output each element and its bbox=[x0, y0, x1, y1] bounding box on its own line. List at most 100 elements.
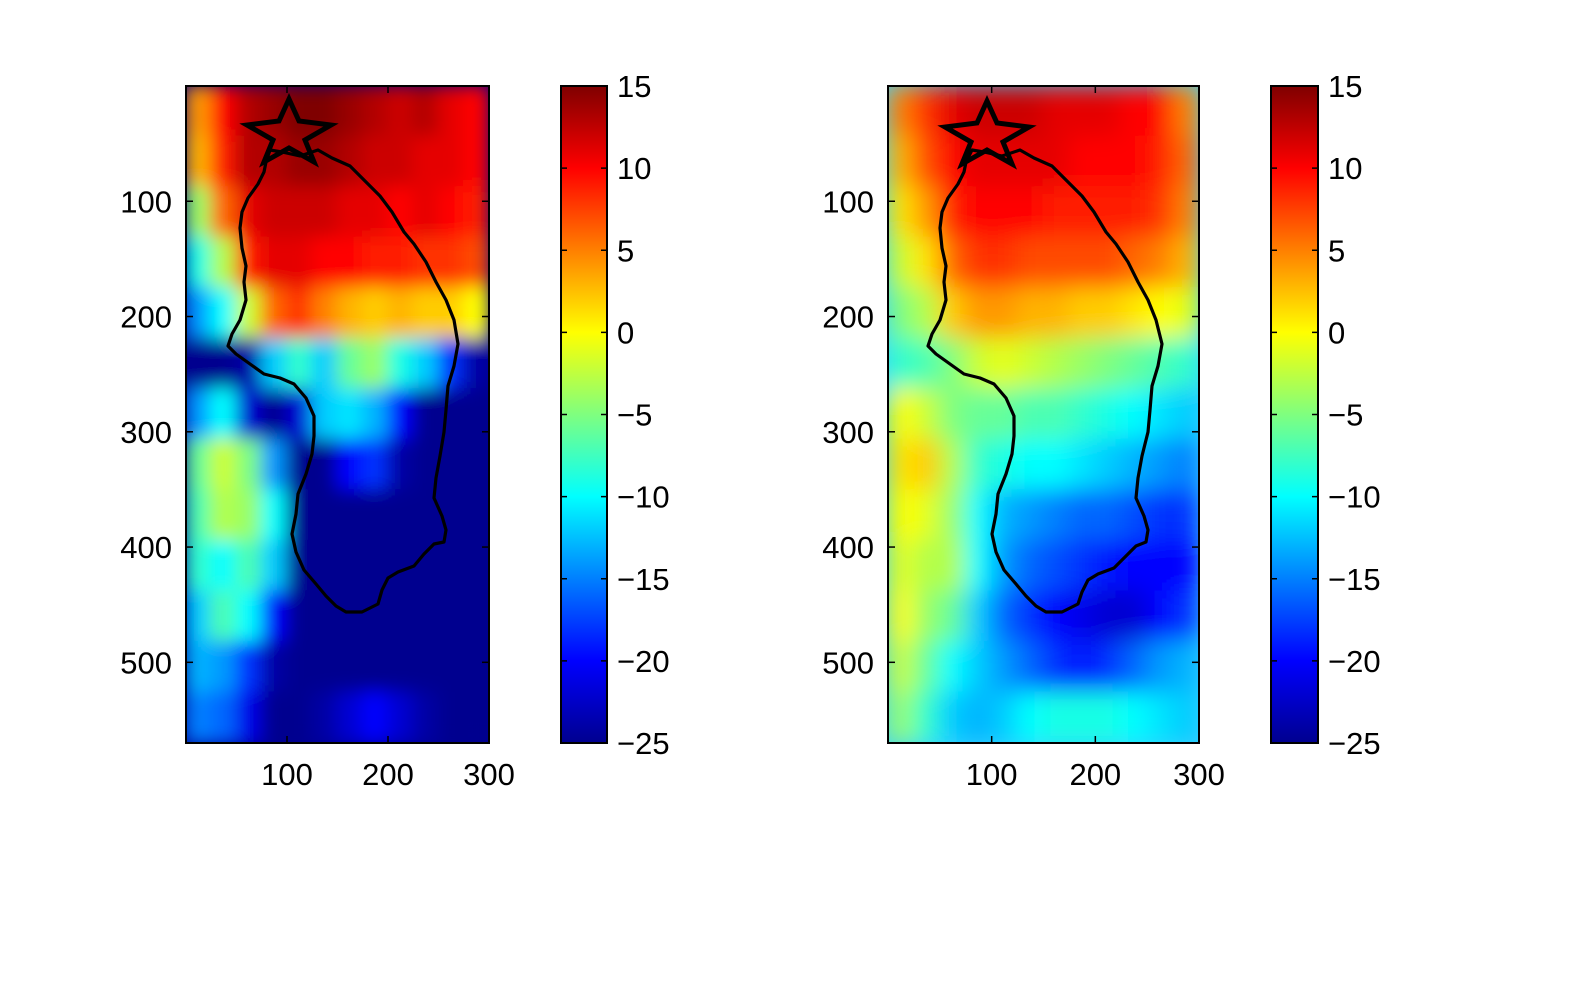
heatmap-cell bbox=[361, 236, 389, 290]
right-colorbar-tick-labels: 15 10 5 0 −5 −10 −15 −20 −25 bbox=[1328, 69, 1381, 761]
heatmap-cell bbox=[888, 590, 915, 643]
heatmap-cell bbox=[1016, 489, 1045, 542]
heatmap-cell bbox=[361, 388, 389, 441]
heatmap-cell bbox=[938, 539, 967, 593]
heatmap-cell bbox=[1146, 539, 1175, 593]
heatmap-cell bbox=[990, 640, 1019, 694]
heatmap-cell bbox=[1068, 236, 1097, 290]
heatmap-cell bbox=[186, 539, 213, 593]
heatmap-cell bbox=[1120, 135, 1149, 189]
right-heatmap bbox=[888, 86, 1199, 743]
left-axes-frame bbox=[185, 85, 490, 744]
heatmap-cell bbox=[1068, 489, 1097, 542]
heatmap-cell bbox=[437, 691, 465, 743]
heatmap-cell bbox=[235, 640, 263, 694]
heatmap-cell bbox=[888, 539, 915, 593]
heatmap-cell bbox=[1042, 691, 1071, 743]
heatmap-cell bbox=[1068, 337, 1097, 391]
heatmap-cell bbox=[412, 539, 440, 593]
heatmap-cell bbox=[361, 337, 389, 391]
heatmap-cell bbox=[1172, 337, 1199, 391]
right-colorbar bbox=[1270, 85, 1319, 744]
heatmap-cell bbox=[912, 287, 941, 340]
heatmap-cell bbox=[1172, 590, 1199, 643]
heatmap-cell bbox=[888, 186, 915, 239]
heatmap-cell bbox=[1094, 287, 1123, 340]
heatmap-cell bbox=[412, 640, 440, 694]
heatmap-cell bbox=[1172, 489, 1199, 542]
heatmap-cell bbox=[412, 135, 440, 189]
colorbar-tick-label: 5 bbox=[1328, 233, 1345, 268]
heatmap-cell bbox=[1016, 539, 1045, 593]
heatmap-cell bbox=[336, 86, 364, 138]
heatmap-cell bbox=[1094, 186, 1123, 239]
heatmap-cell bbox=[938, 489, 967, 542]
left-heatmap bbox=[186, 86, 489, 743]
heatmap-cell bbox=[1094, 388, 1123, 441]
heatmap-cell bbox=[1172, 287, 1199, 340]
heatmap-cell bbox=[311, 186, 339, 239]
heatmap-cell bbox=[1042, 86, 1071, 138]
heatmap-cell bbox=[311, 388, 339, 441]
left-axis-tick-labels: 100 200 300 100 200 300 400 500 bbox=[120, 184, 515, 792]
heatmap-cell bbox=[210, 489, 238, 542]
heatmap-cell bbox=[912, 186, 941, 239]
right-axes-frame bbox=[887, 85, 1200, 744]
heatmap-cell bbox=[912, 236, 941, 290]
heatmap-cell bbox=[1016, 691, 1045, 743]
heatmap-cell bbox=[210, 186, 238, 239]
heatmap-cell bbox=[912, 135, 941, 189]
heatmap-cell bbox=[1120, 86, 1149, 138]
heatmap-cell bbox=[235, 388, 263, 441]
heatmap-cell bbox=[260, 287, 288, 340]
heatmap-cell bbox=[387, 438, 415, 492]
heatmap-cell bbox=[1042, 388, 1071, 441]
heatmap-cell bbox=[1172, 438, 1199, 492]
heatmap-cell bbox=[1016, 337, 1045, 391]
colorbar-tick-label: −15 bbox=[617, 562, 670, 597]
heatmap-cell bbox=[361, 691, 389, 743]
y-tick-label: 400 bbox=[120, 530, 172, 565]
heatmap-cell bbox=[210, 135, 238, 189]
heatmap-cell bbox=[990, 337, 1019, 391]
heatmap-cell bbox=[912, 86, 941, 138]
heatmap-cell bbox=[260, 337, 288, 391]
heatmap-cell bbox=[1120, 236, 1149, 290]
heatmap-cell bbox=[260, 186, 288, 239]
colorbar-tick-label: 0 bbox=[617, 315, 634, 350]
heatmap-cell bbox=[1042, 489, 1071, 542]
heatmap-cell bbox=[938, 337, 967, 391]
heatmap-cell bbox=[186, 186, 213, 239]
heatmap-cell bbox=[1042, 236, 1071, 290]
colorbar-tick-label: −25 bbox=[617, 726, 670, 761]
heatmap-cell bbox=[1120, 388, 1149, 441]
heatmap-cell bbox=[1042, 640, 1071, 694]
heatmap-cell bbox=[938, 691, 967, 743]
heatmap-cell bbox=[1094, 640, 1123, 694]
heatmap-cell bbox=[964, 539, 993, 593]
colorbar-tick-label: −10 bbox=[617, 480, 670, 515]
heatmap-cell bbox=[938, 640, 967, 694]
heatmap-cell bbox=[286, 236, 314, 290]
heatmap-cell bbox=[888, 691, 915, 743]
heatmap-cell bbox=[437, 337, 465, 391]
heatmap-cell bbox=[912, 691, 941, 743]
heatmap-cell bbox=[462, 539, 489, 593]
heatmap-cell bbox=[1172, 691, 1199, 743]
heatmap-cell bbox=[1094, 337, 1123, 391]
heatmap-cell bbox=[1172, 186, 1199, 239]
heatmap-cell bbox=[387, 590, 415, 643]
heatmap-cell bbox=[235, 539, 263, 593]
right-star-marker bbox=[937, 94, 1037, 170]
heatmap-cell bbox=[286, 691, 314, 743]
left-axis-ticks bbox=[186, 86, 490, 743]
heatmap-cell bbox=[1172, 640, 1199, 694]
heatmap-cell bbox=[888, 236, 915, 290]
heatmap-cell bbox=[235, 590, 263, 643]
heatmap-cell bbox=[888, 388, 915, 441]
heatmap-cell bbox=[1146, 640, 1175, 694]
heatmap-cell bbox=[186, 287, 213, 340]
heatmap-cell bbox=[938, 388, 967, 441]
heatmap-cell bbox=[210, 337, 238, 391]
